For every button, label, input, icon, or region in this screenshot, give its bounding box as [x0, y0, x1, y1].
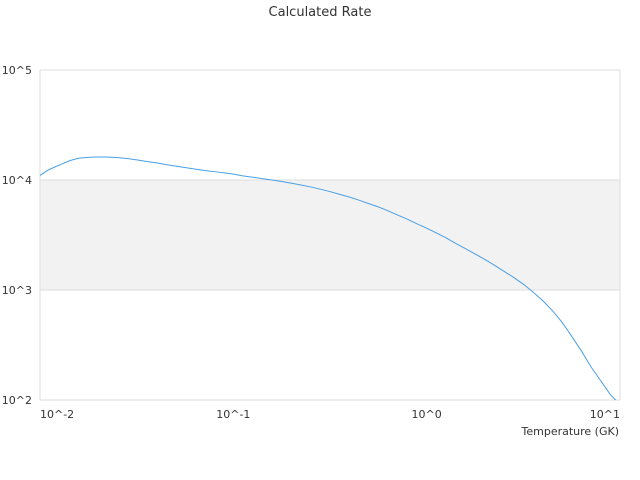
plot-bands: [40, 180, 620, 290]
y-tick-labels: 10^2 10^3 10^4 10^5: [2, 64, 32, 407]
grid-lines: [39, 69, 621, 401]
y-tick-label: 10^2: [2, 394, 32, 407]
y-tick-label: 10^4: [2, 174, 32, 187]
x-tick-label: 10^0: [412, 408, 442, 421]
grid-band: [40, 180, 620, 290]
x-tick-label: 10^-2: [40, 408, 74, 421]
chart-title: Calculated Rate: [269, 5, 372, 20]
x-tick-labels: 10^-2 10^-1 10^0 10^1: [40, 408, 620, 421]
x-axis-label: Temperature (GK): [521, 425, 620, 438]
x-tick-label: 10^-1: [216, 408, 250, 421]
series-line: [39, 156, 617, 401]
x-tick-label: 10^1: [590, 408, 620, 421]
y-tick-label: 10^5: [2, 64, 32, 77]
y-tick-label: 10^3: [2, 284, 32, 297]
